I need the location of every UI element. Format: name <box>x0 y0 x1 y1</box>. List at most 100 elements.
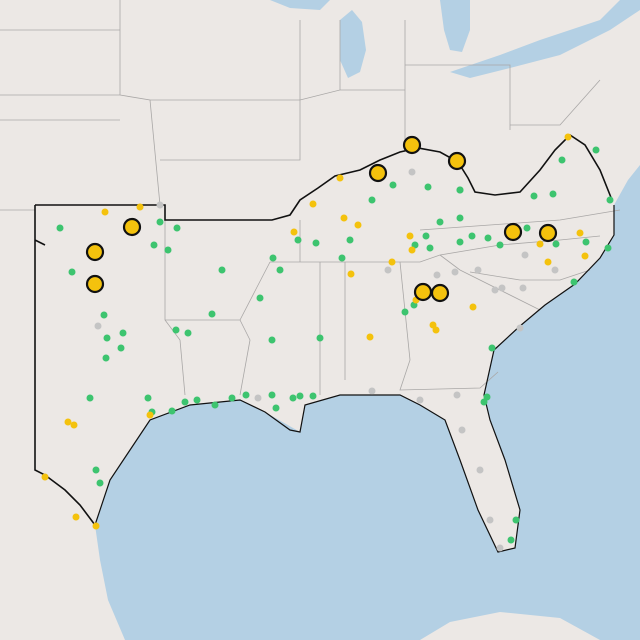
dot <box>581 252 589 260</box>
dot <box>146 411 154 419</box>
dot <box>338 254 346 262</box>
dot <box>582 238 590 246</box>
dot <box>458 426 466 434</box>
dot <box>117 344 125 352</box>
dot <box>86 394 94 402</box>
dot <box>488 344 496 352</box>
dot <box>309 200 317 208</box>
dot <box>150 241 158 249</box>
dot <box>570 278 578 286</box>
dot <box>604 244 612 252</box>
region-outline <box>34 133 613 526</box>
dot <box>456 214 464 222</box>
marker <box>85 242 105 262</box>
dot <box>512 516 520 524</box>
dot <box>552 240 560 248</box>
dot <box>507 536 515 544</box>
dot <box>408 168 416 176</box>
lake-superior <box>270 0 330 10</box>
dot <box>340 214 348 222</box>
dot <box>181 398 189 406</box>
dot <box>491 286 499 294</box>
dot <box>218 266 226 274</box>
dot <box>289 394 297 402</box>
dot <box>184 329 192 337</box>
dot <box>592 146 600 154</box>
dot <box>530 192 538 200</box>
dot <box>496 544 504 552</box>
dot <box>551 266 559 274</box>
dot <box>426 244 434 252</box>
dot <box>536 240 544 248</box>
dot <box>476 466 484 474</box>
dot <box>486 516 494 524</box>
dot <box>144 394 152 402</box>
dot <box>474 266 482 274</box>
dot <box>483 393 491 401</box>
yellow-dots <box>41 133 589 530</box>
marker <box>447 151 467 171</box>
dot <box>384 266 392 274</box>
dot <box>290 228 298 236</box>
marker <box>402 135 422 155</box>
dot <box>433 271 441 279</box>
green-dots <box>56 146 614 544</box>
dot <box>294 236 302 244</box>
dot <box>173 224 181 232</box>
coastline <box>94 205 615 553</box>
dot <box>268 391 276 399</box>
dot <box>401 308 409 316</box>
dot <box>519 284 527 292</box>
dot <box>68 268 76 276</box>
dot <box>558 156 566 164</box>
dot <box>92 522 100 530</box>
dot <box>453 391 461 399</box>
dot <box>484 234 492 242</box>
dot <box>268 336 276 344</box>
gray-dots <box>94 168 559 552</box>
dot <box>64 418 72 426</box>
dot <box>564 133 572 141</box>
dot <box>70 421 78 429</box>
dot <box>416 396 424 404</box>
ocean <box>95 165 640 640</box>
dot <box>172 326 180 334</box>
dot <box>316 334 324 342</box>
dot <box>136 203 144 211</box>
dot <box>366 333 374 341</box>
dot <box>168 407 176 415</box>
dot <box>208 310 216 318</box>
dot <box>389 181 397 189</box>
dot <box>96 479 104 487</box>
dot <box>496 241 504 249</box>
dot <box>211 401 219 409</box>
dot <box>156 218 164 226</box>
dot <box>272 404 280 412</box>
dot <box>296 392 304 400</box>
dot <box>347 270 355 278</box>
gulf-bottom <box>420 612 600 640</box>
marker <box>538 223 558 243</box>
dot <box>193 396 201 404</box>
dot <box>94 322 102 330</box>
lake-huron <box>440 0 470 52</box>
dot <box>228 394 236 402</box>
dot <box>469 303 477 311</box>
marker <box>430 283 450 303</box>
highlighted-markers <box>85 135 558 303</box>
dot <box>388 258 396 266</box>
dot <box>408 246 416 254</box>
dot <box>606 196 614 204</box>
marker <box>85 274 105 294</box>
dot <box>242 391 250 399</box>
marker <box>413 282 433 302</box>
dot <box>119 329 127 337</box>
dot <box>498 284 506 292</box>
dot <box>101 208 109 216</box>
lake-erie <box>450 0 640 78</box>
dot <box>456 238 464 246</box>
dot <box>102 354 110 362</box>
dot <box>336 174 344 182</box>
dot <box>41 473 49 481</box>
